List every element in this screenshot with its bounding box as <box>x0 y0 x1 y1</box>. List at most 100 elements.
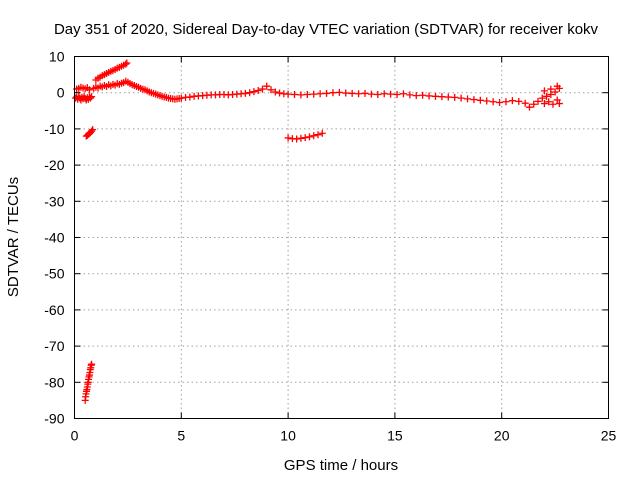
data-point <box>342 89 350 97</box>
data-point <box>451 93 459 101</box>
data-point <box>87 94 95 102</box>
series-morning-band <box>90 77 288 103</box>
series-start-cluster <box>72 83 96 104</box>
data-point <box>88 93 96 101</box>
data-point <box>316 90 324 98</box>
x-tick-label: 5 <box>177 428 185 444</box>
data-point <box>310 132 318 140</box>
data-point <box>553 96 561 104</box>
data-point <box>457 94 465 102</box>
series-late-upper-scatter <box>540 82 563 108</box>
data-point <box>305 133 313 141</box>
data-point <box>293 135 301 143</box>
data-point <box>530 100 538 108</box>
data-point <box>250 88 258 96</box>
y-tick-label: -50 <box>44 266 64 282</box>
data-point <box>476 96 484 104</box>
data-point <box>444 93 452 101</box>
x-tick-label: 25 <box>601 428 617 444</box>
data-point <box>301 134 309 142</box>
y-tick-label: 0 <box>57 85 65 101</box>
data-point <box>314 131 322 139</box>
data-point <box>241 89 249 97</box>
data-point <box>549 100 557 108</box>
data-point <box>335 88 343 96</box>
data-point <box>258 85 266 93</box>
data-point <box>318 129 326 137</box>
data-point <box>483 97 491 105</box>
y-axis-label: SDTVAR / TECUs <box>5 177 22 297</box>
grid-lines <box>74 56 609 419</box>
data-point <box>355 90 363 98</box>
data-point <box>489 98 497 106</box>
data-point <box>431 92 439 100</box>
data-point <box>538 94 546 102</box>
data-point <box>508 97 516 105</box>
series-rising-arc <box>92 59 131 84</box>
data-point <box>412 92 420 100</box>
y-tick-label: 10 <box>49 49 65 65</box>
data-point <box>515 97 523 105</box>
y-tick-label: -40 <box>44 230 64 246</box>
data-point <box>284 134 292 142</box>
data-point <box>254 87 262 95</box>
series-mid-day-band <box>284 84 563 111</box>
data-point <box>470 96 478 104</box>
data-point <box>323 89 331 97</box>
axis-ticks <box>74 56 609 419</box>
data-point <box>540 87 548 95</box>
data-point <box>521 99 529 107</box>
y-tick-labels: 10 0 -10 -20 -30 -40 -50 -60 -70 -80 -90 <box>44 49 64 427</box>
data-point <box>263 82 271 90</box>
data-point <box>425 92 433 100</box>
data-point <box>361 89 369 97</box>
data-point <box>534 97 542 105</box>
data-point <box>88 360 96 368</box>
data-point <box>380 90 388 98</box>
x-tick-label: 15 <box>387 428 403 444</box>
x-tick-labels: 0 5 10 15 20 25 <box>71 428 617 444</box>
series-mid-negative-arc <box>284 129 326 143</box>
data-point <box>284 90 292 98</box>
data-point <box>553 82 561 90</box>
data-point <box>545 98 553 106</box>
y-tick-label: -60 <box>44 302 64 318</box>
data-point <box>291 91 299 99</box>
data-point <box>387 90 395 98</box>
data-point <box>547 85 555 93</box>
x-tick-label: 20 <box>494 428 510 444</box>
data-point <box>438 93 446 101</box>
data-point <box>374 91 382 99</box>
y-tick-label: -90 <box>44 411 64 427</box>
data-point <box>540 100 548 108</box>
data-point <box>502 98 510 106</box>
data-point <box>393 91 401 99</box>
data-point <box>123 59 131 67</box>
x-axis-label: GPS time / hours <box>284 457 398 474</box>
data-point <box>551 88 559 96</box>
data-point <box>348 89 356 97</box>
x-tick-label: 10 <box>280 428 296 444</box>
data-point <box>329 89 337 97</box>
data-point <box>297 91 305 99</box>
x-tick-label: 0 <box>71 428 79 444</box>
data-points <box>72 59 563 404</box>
data-point <box>88 127 96 135</box>
data-point <box>271 88 279 96</box>
data-point <box>297 134 305 142</box>
data-point <box>303 91 311 99</box>
data-point <box>555 100 563 108</box>
data-point <box>276 89 284 97</box>
data-point <box>186 93 194 101</box>
data-point <box>246 89 254 97</box>
data-point <box>177 94 185 102</box>
data-point <box>267 86 275 94</box>
data-point <box>419 91 427 99</box>
y-tick-label: -30 <box>44 193 64 209</box>
y-tick-label: -20 <box>44 157 64 173</box>
series-early-negative-arc <box>81 360 96 404</box>
data-point <box>85 86 93 94</box>
data-point <box>406 91 414 99</box>
data-point <box>543 92 551 100</box>
